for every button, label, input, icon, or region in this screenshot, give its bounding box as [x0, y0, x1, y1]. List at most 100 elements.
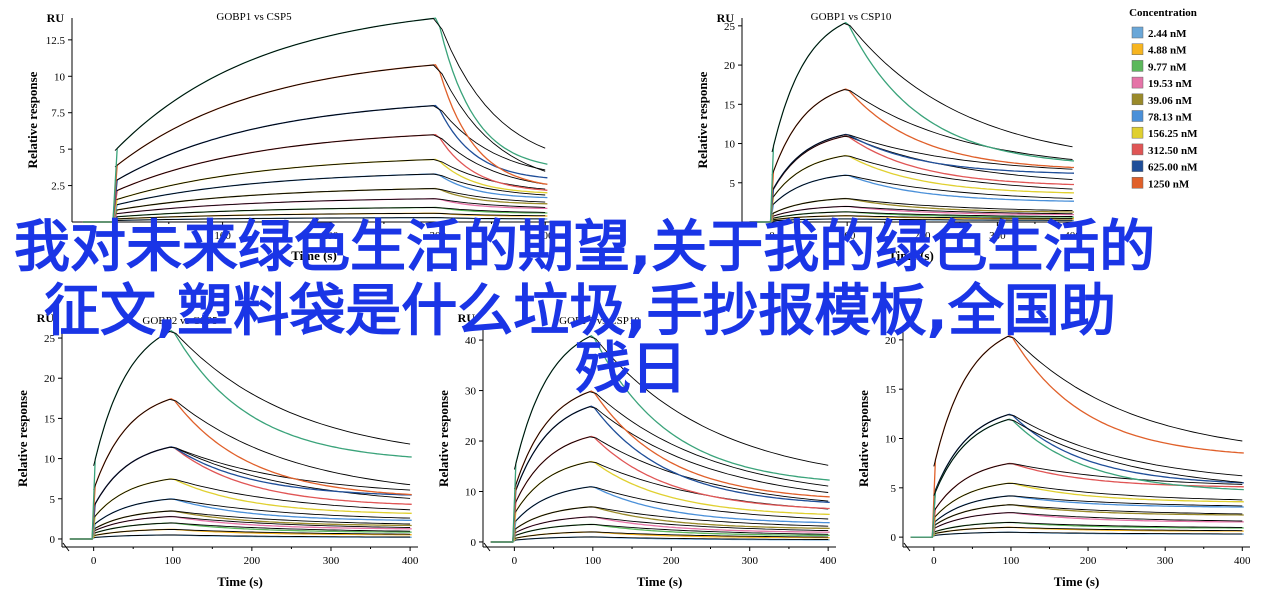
- fit-line-8: [933, 463, 1243, 512]
- x-tick-label: 200: [663, 555, 680, 567]
- y-tick-label: 2.5: [51, 181, 65, 193]
- y-tick-label: 0: [471, 537, 477, 549]
- y-tick-label: 0: [50, 534, 56, 546]
- fit-line-8: [93, 446, 411, 507]
- fit-line-7: [114, 159, 546, 201]
- x-tick-label: 100: [839, 230, 856, 242]
- legend-label-4: 19.53 nM: [1148, 78, 1193, 90]
- series-line-11: [490, 335, 830, 543]
- chart-title: GOBP1 vs CSP10: [811, 11, 892, 23]
- chart-title: GOBP2 vs CSP5: [142, 315, 218, 327]
- fit-line-11: [771, 22, 1073, 153]
- fit-line-4: [514, 516, 829, 534]
- x-tick-label: 300: [1157, 555, 1174, 567]
- y-tick-label: 10: [465, 486, 477, 498]
- y-tick-label: 10: [885, 434, 897, 446]
- series-line-10: [490, 390, 830, 543]
- fit-line-2: [93, 528, 411, 537]
- y-tick-label: 10: [54, 71, 66, 83]
- legend: Concentration 2.44 nM 4.88 nM 9.77 nM 19.53 …: [1129, 7, 1198, 190]
- x-tick-label: 200: [244, 555, 261, 567]
- x-tick-label: 100: [585, 555, 602, 567]
- fit-line-11: [114, 18, 546, 151]
- chart-1: 0 100 200 300 400 2.5 5 7.5 10 12.5 GOBP1 vs CSP5 R…: [25, 11, 556, 263]
- x-tick-label: 200: [322, 230, 339, 242]
- fit-line-4: [93, 516, 411, 532]
- fit-line-10: [933, 335, 1243, 467]
- fit-line-3: [114, 207, 546, 218]
- unit-label: RU: [458, 311, 476, 325]
- legend-swatch-1: [1131, 26, 1144, 39]
- legend-label-5: 39.06 nM: [1148, 95, 1193, 107]
- axis-break-mark: [483, 542, 491, 552]
- legend-label-9: 625.00 nM: [1148, 162, 1198, 174]
- fit-line-11: [513, 336, 829, 470]
- x-tick-label: 400: [820, 555, 837, 567]
- fit-line-2: [514, 531, 829, 539]
- x-axis-label: Time (s): [888, 248, 934, 263]
- y-tick-label: 5: [50, 494, 56, 506]
- y-tick-label: 15: [885, 384, 897, 396]
- fit-line-7: [933, 482, 1243, 519]
- y-tick-label: 10: [44, 454, 56, 466]
- legend-swatch-9: [1131, 160, 1144, 172]
- fit-line-9: [93, 446, 411, 507]
- y-tick-label: 5: [891, 483, 897, 495]
- y-tick-label: 10: [724, 139, 736, 151]
- axis-break-mark: [903, 542, 911, 552]
- x-tick-label: 200: [914, 230, 931, 242]
- fit-line-1: [93, 534, 411, 539]
- x-tick-label: 0: [512, 555, 518, 567]
- x-axis-label: Time (s): [1054, 574, 1100, 589]
- fit-line-4: [771, 205, 1073, 217]
- legend-swatch-6: [1131, 110, 1144, 122]
- y-tick-label: 7.5: [51, 108, 65, 120]
- y-tick-label: 40: [465, 335, 477, 347]
- legend-swatch-10: [1131, 177, 1144, 189]
- chart-2: 0 100 200 300 400 5 10 15 20 25 GOBP1 vs CSP10 RU Re…: [695, 11, 1081, 263]
- unit-label: RU: [717, 11, 735, 25]
- fit-line-10: [114, 64, 546, 172]
- legend-label-1: 2.44 nM: [1148, 28, 1187, 40]
- y-axis-label: Relative response: [695, 71, 710, 168]
- fit-line-3: [93, 522, 411, 534]
- x-tick-label: 300: [741, 555, 758, 567]
- x-tick-label: 0: [931, 555, 937, 567]
- y-tick-label: 20: [465, 436, 477, 448]
- x-tick-label: 100: [165, 555, 182, 567]
- fit-line-5: [933, 504, 1243, 527]
- unit-label: RU: [47, 11, 65, 25]
- y-tick-label: 12.5: [46, 35, 66, 47]
- y-tick-label: 20: [885, 335, 897, 347]
- fit-line-9: [114, 105, 546, 182]
- legend-swatch-7: [1131, 126, 1144, 139]
- chart-4: 0 100 200 300 400 0 10 20 30 40 GOBP2 vs CSP10 RU Re…: [436, 311, 837, 589]
- fit-line-2: [114, 212, 546, 220]
- fit-line-10: [513, 391, 829, 490]
- fit-line-5: [514, 506, 829, 530]
- y-tick-label: 20: [724, 60, 736, 72]
- fit-line-5: [93, 510, 411, 530]
- y-tick-label: 30: [465, 386, 477, 398]
- y-tick-label: 25: [44, 333, 56, 345]
- fit-line-10: [93, 398, 411, 490]
- fit-line-11: [933, 419, 1243, 496]
- y-axis-label: Relative response: [15, 390, 30, 487]
- x-tick-label: 300: [429, 230, 446, 242]
- fit-line-9: [771, 134, 1073, 192]
- x-axis-label: Time (s): [217, 574, 263, 589]
- chart-title: GOBP2 vs CSP10: [559, 315, 640, 327]
- x-tick-label: 0: [91, 555, 97, 567]
- fit-line-3: [514, 523, 829, 537]
- legend-label-7: 156.25 nM: [1148, 128, 1198, 140]
- y-tick-label: 25: [724, 21, 736, 33]
- y-axis-label: Relative response: [25, 71, 40, 168]
- legend-title: Concentration: [1129, 7, 1197, 19]
- legend-swatch-8: [1131, 143, 1144, 156]
- legend-swatch-3: [1131, 60, 1144, 72]
- legend-label-8: 312.50 nM: [1148, 145, 1198, 157]
- unit-label: RU: [37, 311, 55, 325]
- fit-line-6: [933, 495, 1243, 523]
- y-tick-label: 0: [891, 532, 897, 544]
